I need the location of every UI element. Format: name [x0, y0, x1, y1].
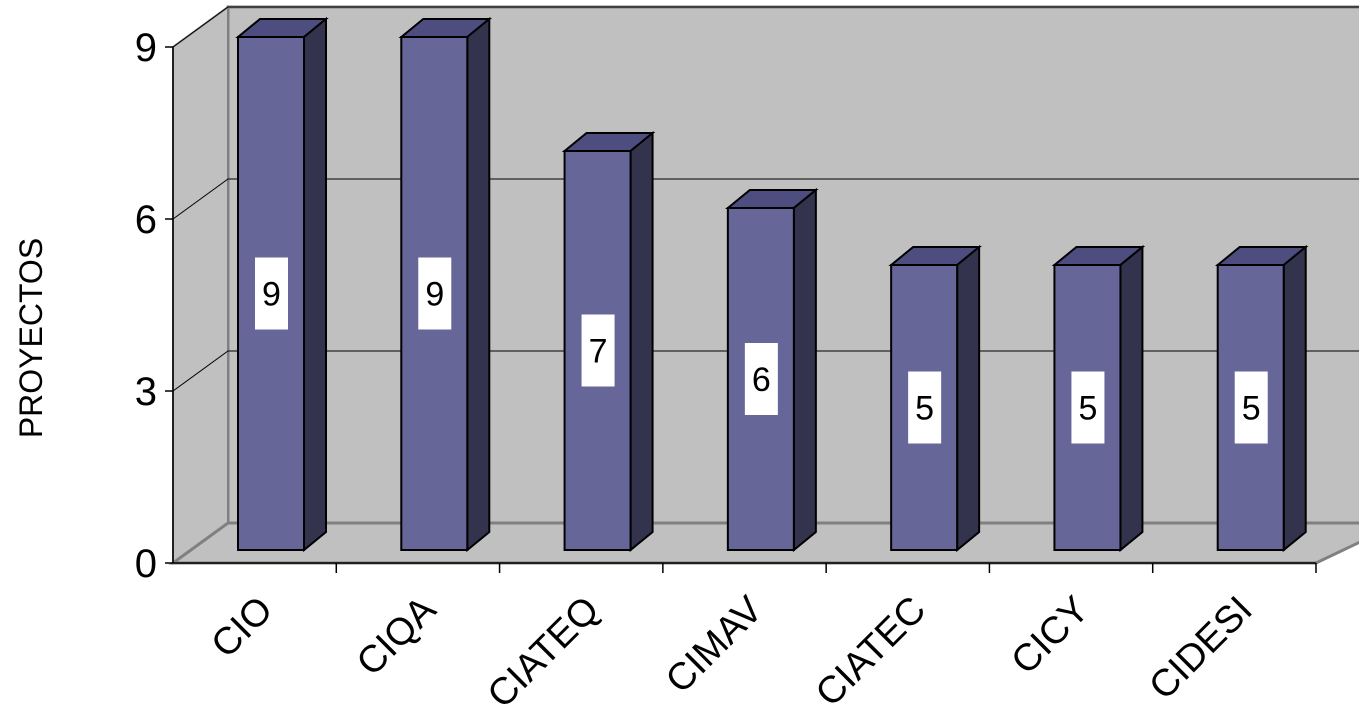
bar-side — [303, 16, 327, 553]
data-label: 5 — [1242, 390, 1261, 428]
bar-side — [792, 187, 817, 553]
data-label-box — [744, 343, 778, 415]
data-label: 5 — [1078, 390, 1097, 428]
bar-side — [1119, 244, 1144, 553]
y-tick-label: 0 — [135, 542, 157, 586]
data-label-box — [255, 257, 288, 330]
side-wall — [172, 5, 229, 565]
x-tick-label: CIATEQ — [480, 589, 608, 717]
x-tick-label: CIDESI — [1141, 589, 1260, 708]
bar-side — [466, 16, 491, 553]
gridlines — [172, 6, 1359, 392]
data-label-box — [1071, 371, 1105, 444]
y-axis-label: PROYECTOS — [13, 238, 49, 438]
x-tick-label: CIATEC — [808, 589, 934, 715]
y-tick-label: 3 — [135, 370, 157, 414]
data-label-box — [581, 314, 615, 387]
gridline — [172, 350, 1359, 392]
x-tick-label: CIMAV — [658, 588, 771, 701]
data-label-box — [418, 257, 452, 330]
gridline — [172, 178, 1359, 220]
y-tick-label: 9 — [135, 26, 157, 70]
data-label: 5 — [915, 390, 934, 428]
bar-side — [629, 130, 654, 553]
x-tick-label: CIQA — [349, 588, 445, 684]
x-tick-label: CICY — [1004, 589, 1098, 683]
bars — [235, 16, 1309, 553]
gridline — [172, 6, 1359, 48]
y-tick-label: 6 — [135, 198, 157, 242]
data-label: 6 — [752, 361, 771, 399]
axes — [165, 46, 1317, 573]
x-tick-label: CIO — [204, 589, 281, 666]
bar-side — [1282, 244, 1307, 553]
data-label: 7 — [589, 333, 608, 371]
data-label: 9 — [425, 276, 444, 314]
data-label: 9 — [262, 276, 281, 314]
bar-side — [956, 244, 981, 553]
data-label-box — [1234, 371, 1268, 444]
data-label-box — [908, 371, 942, 444]
